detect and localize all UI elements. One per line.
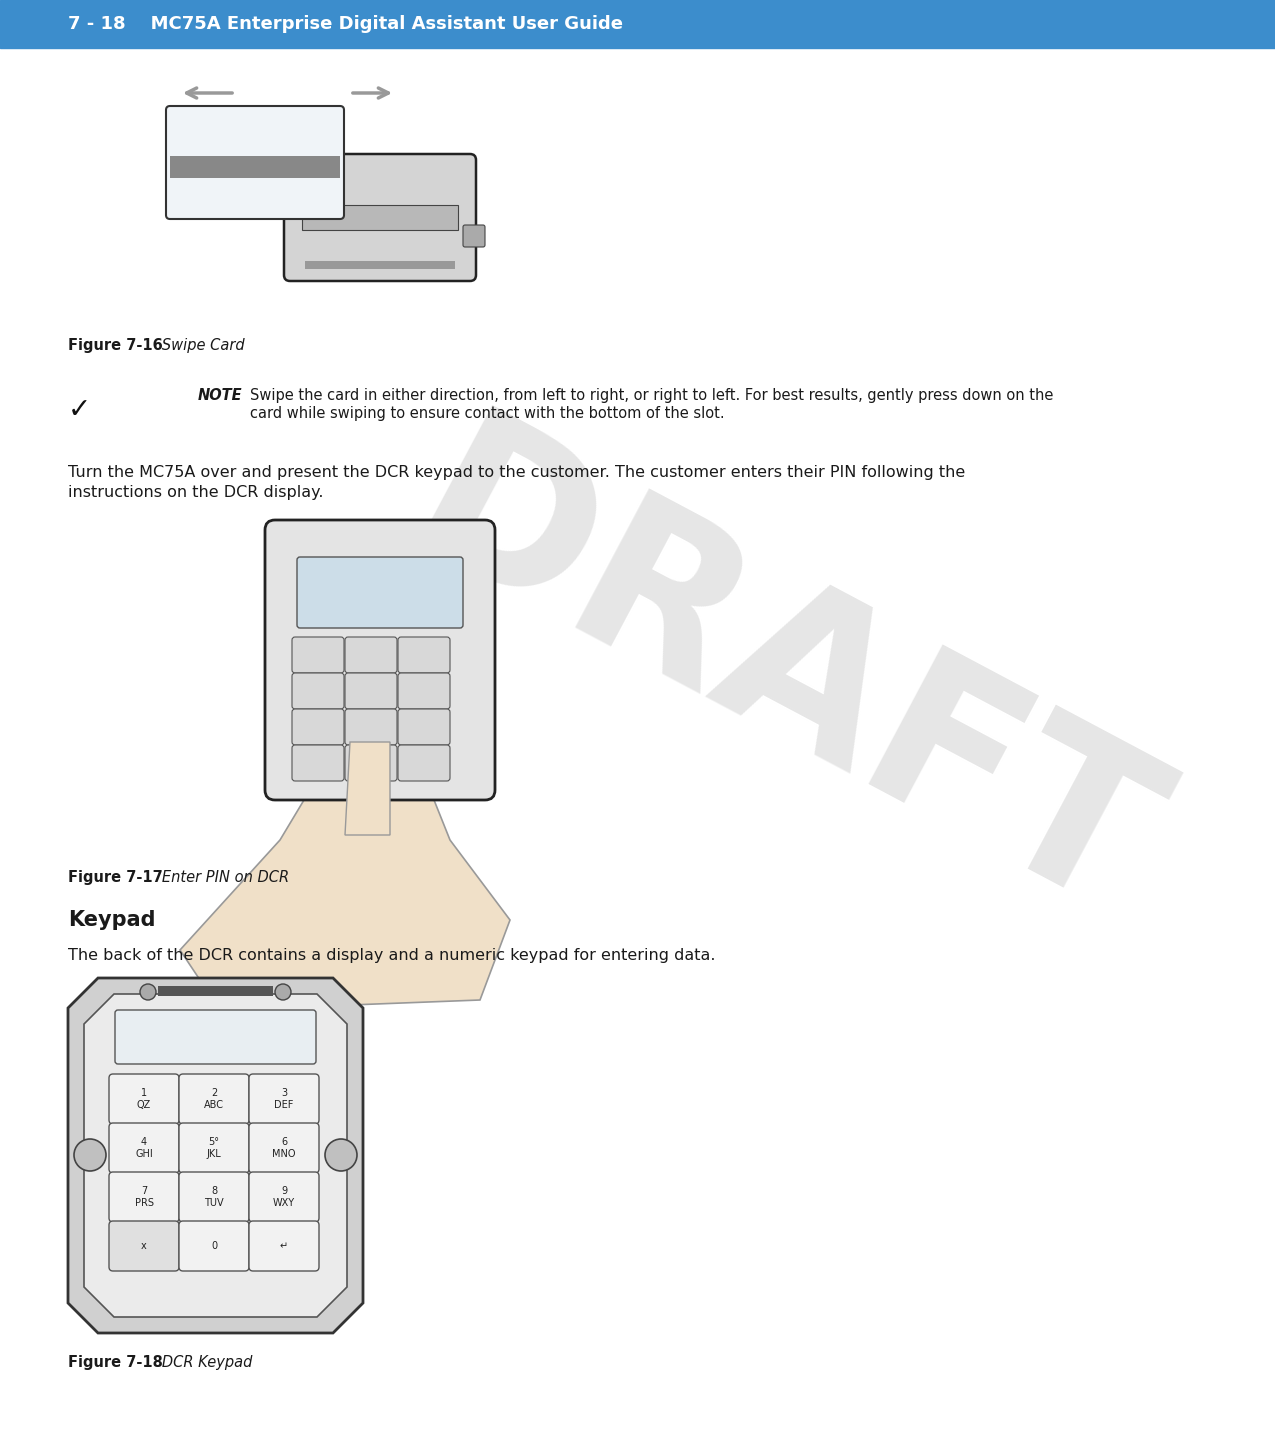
FancyBboxPatch shape — [108, 1074, 179, 1125]
FancyBboxPatch shape — [398, 745, 450, 781]
Text: DCR Keypad: DCR Keypad — [148, 1355, 252, 1370]
FancyBboxPatch shape — [292, 745, 344, 781]
Text: Figure 7-17: Figure 7-17 — [68, 870, 163, 884]
Text: 2
ABC: 2 ABC — [204, 1089, 224, 1110]
FancyBboxPatch shape — [297, 557, 463, 628]
FancyBboxPatch shape — [179, 1172, 249, 1222]
Text: The back of the DCR contains a display and a numeric keypad for entering data.: The back of the DCR contains a display a… — [68, 948, 715, 963]
Text: NOTE: NOTE — [198, 388, 242, 403]
Text: 5°
JKL: 5° JKL — [207, 1137, 222, 1159]
Text: Figure 7-16: Figure 7-16 — [68, 338, 163, 352]
Text: x: x — [142, 1241, 147, 1251]
Text: 7 - 18    MC75A Enterprise Digital Assistant User Guide: 7 - 18 MC75A Enterprise Digital Assistan… — [68, 14, 623, 33]
Bar — [302, 206, 458, 230]
FancyBboxPatch shape — [292, 673, 344, 709]
Polygon shape — [84, 994, 347, 1317]
Text: Enter PIN on DCR: Enter PIN on DCR — [148, 870, 289, 884]
Polygon shape — [68, 978, 363, 1333]
FancyBboxPatch shape — [292, 637, 344, 673]
FancyBboxPatch shape — [346, 673, 397, 709]
FancyBboxPatch shape — [249, 1172, 319, 1222]
FancyBboxPatch shape — [115, 1009, 316, 1064]
Text: instructions on the DCR display.: instructions on the DCR display. — [68, 485, 324, 500]
Bar — [158, 986, 273, 997]
Text: Turn the MC75A over and present the DCR keypad to the customer. The customer ent: Turn the MC75A over and present the DCR … — [68, 464, 965, 480]
FancyBboxPatch shape — [108, 1123, 179, 1173]
Circle shape — [74, 1139, 106, 1171]
Bar — [0, 0, 1275, 47]
FancyBboxPatch shape — [166, 106, 344, 219]
FancyBboxPatch shape — [346, 709, 397, 745]
FancyBboxPatch shape — [179, 1074, 249, 1125]
Text: 8
TUV: 8 TUV — [204, 1186, 224, 1208]
FancyBboxPatch shape — [398, 673, 450, 709]
Circle shape — [140, 984, 156, 999]
Circle shape — [275, 984, 291, 999]
Text: 6
MNO: 6 MNO — [273, 1137, 296, 1159]
Text: 3
DEF: 3 DEF — [274, 1089, 293, 1110]
Text: 4
GHI: 4 GHI — [135, 1137, 153, 1159]
FancyBboxPatch shape — [249, 1221, 319, 1271]
Circle shape — [325, 1139, 357, 1171]
Text: ↵: ↵ — [280, 1241, 288, 1251]
Bar — [170, 155, 340, 178]
FancyBboxPatch shape — [346, 637, 397, 673]
Text: ✓: ✓ — [68, 395, 92, 424]
FancyBboxPatch shape — [346, 745, 397, 781]
Polygon shape — [180, 789, 510, 1009]
FancyBboxPatch shape — [108, 1172, 179, 1222]
FancyBboxPatch shape — [108, 1221, 179, 1271]
Text: Swipe Card: Swipe Card — [148, 338, 245, 352]
FancyBboxPatch shape — [265, 521, 495, 800]
FancyBboxPatch shape — [284, 154, 476, 280]
Polygon shape — [346, 742, 390, 835]
Text: Swipe the card in either direction, from left to right, or right to left. For be: Swipe the card in either direction, from… — [250, 388, 1053, 403]
FancyBboxPatch shape — [179, 1221, 249, 1271]
Text: 1
QZ: 1 QZ — [136, 1089, 152, 1110]
Text: DRAFT: DRAFT — [376, 398, 1184, 961]
FancyBboxPatch shape — [463, 224, 484, 247]
FancyBboxPatch shape — [398, 637, 450, 673]
Text: Keypad: Keypad — [68, 910, 156, 930]
Text: card while swiping to ensure contact with the bottom of the slot.: card while swiping to ensure contact wit… — [250, 406, 724, 421]
FancyBboxPatch shape — [398, 709, 450, 745]
Text: 9
WXY: 9 WXY — [273, 1186, 295, 1208]
Bar — [305, 262, 455, 269]
Text: Figure 7-18: Figure 7-18 — [68, 1355, 163, 1370]
FancyBboxPatch shape — [249, 1074, 319, 1125]
Text: 0: 0 — [210, 1241, 217, 1251]
FancyBboxPatch shape — [179, 1123, 249, 1173]
Text: 7
PRS: 7 PRS — [134, 1186, 153, 1208]
FancyBboxPatch shape — [249, 1123, 319, 1173]
FancyBboxPatch shape — [292, 709, 344, 745]
